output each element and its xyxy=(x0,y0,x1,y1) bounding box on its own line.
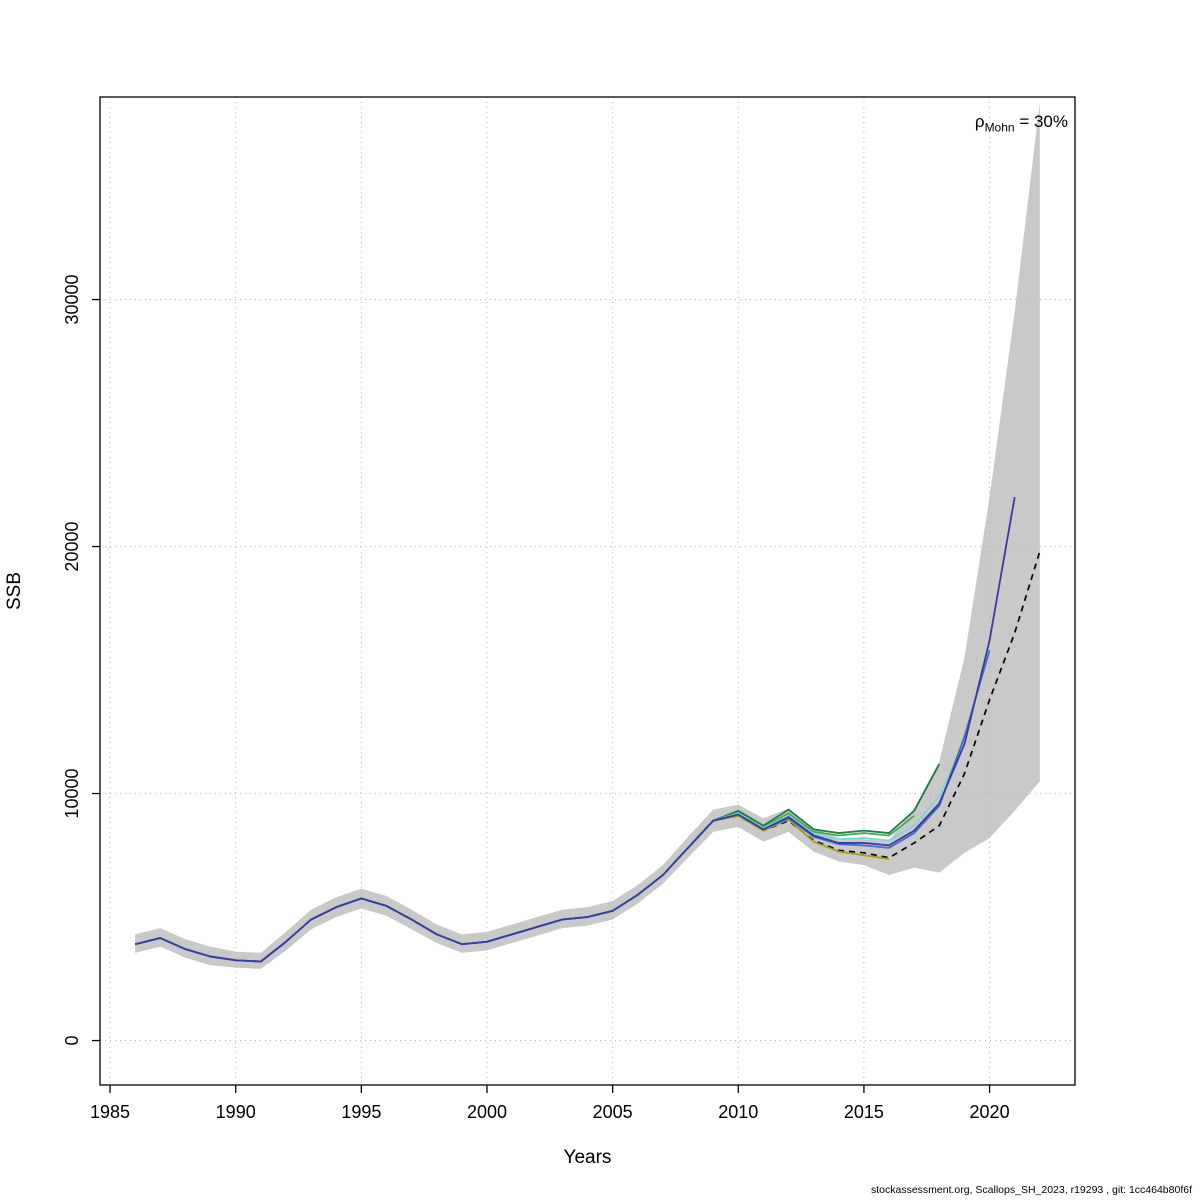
x-tick-label: 2005 xyxy=(593,1102,633,1122)
x-tick-label: 2015 xyxy=(844,1102,884,1122)
mohn-rho-annotation: ρMohn = 30% xyxy=(975,112,1068,134)
plot-border xyxy=(99,96,1076,1086)
y-tick-label: 10000 xyxy=(62,769,82,819)
y-tick-label: 20000 xyxy=(62,522,82,572)
series-line-base-run xyxy=(134,551,1041,963)
x-tick-label: 1995 xyxy=(341,1102,381,1122)
x-tick-label: 2020 xyxy=(970,1102,1010,1122)
y-tick-label: 0 xyxy=(62,1036,82,1046)
rho-value: = 30% xyxy=(1014,112,1068,131)
x-tick-label: 1985 xyxy=(90,1102,130,1122)
x-axis-title: Years xyxy=(564,1147,612,1168)
x-tick-label: 2010 xyxy=(718,1102,758,1122)
x-tick-label: 2000 xyxy=(467,1102,507,1122)
source-credit-text: stockassessment.org, Scallops_SH_2023, r… xyxy=(870,1184,1192,1196)
rho-subscript: Mohn xyxy=(984,120,1015,135)
rho-symbol: ρ xyxy=(974,112,985,131)
series-line-retro-peel-2021 xyxy=(134,496,1016,963)
y-axis-title: SSB xyxy=(4,572,25,610)
y-tick-label: 30000 xyxy=(62,275,82,325)
x-tick-label: 1990 xyxy=(216,1102,256,1122)
